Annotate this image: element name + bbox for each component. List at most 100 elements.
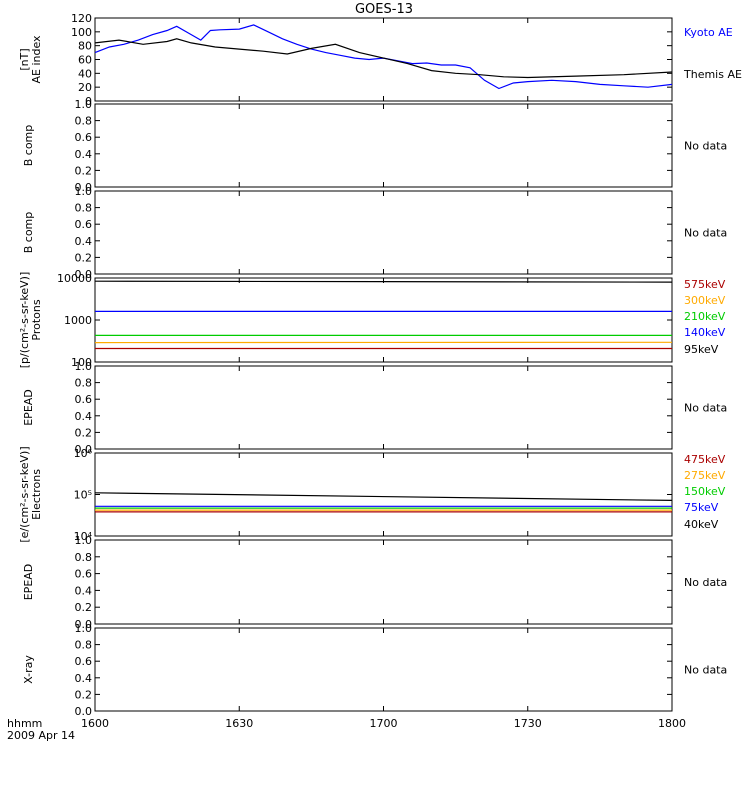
- x-tick-label: 1630: [225, 717, 253, 730]
- y-tick-label: 80: [78, 40, 92, 53]
- legend-entry: 150keV: [684, 485, 726, 498]
- x-tick-label: 1800: [658, 717, 686, 730]
- y-tick-label: 0.6: [75, 131, 93, 144]
- y-tick-label: 1000: [64, 314, 92, 327]
- series-line-themis-ae: [94, 38, 673, 79]
- y-tick-label: 0.8: [75, 639, 93, 652]
- y-tick-label: 0.2: [75, 251, 93, 264]
- y-tick-label: 1.0: [75, 185, 93, 198]
- y-tick-label: 0.2: [75, 164, 93, 177]
- y-tick-label: 0: [85, 95, 92, 108]
- y-axis-label: Electrons: [30, 469, 43, 520]
- y-tick-label: 0.4: [75, 235, 93, 248]
- y-tick-label: 1.0: [75, 622, 93, 635]
- panel-frame: [94, 190, 673, 275]
- y-tick-label: 0.6: [75, 568, 93, 581]
- y-tick-label: 10⁴: [74, 530, 93, 543]
- legend-entry: 95keV: [684, 343, 719, 356]
- y-tick-label: 0.0: [75, 705, 93, 718]
- y-tick-label: 40: [78, 67, 92, 80]
- x-axis-label-unit: hhmm: [7, 717, 42, 730]
- no-data-label: No data: [684, 140, 727, 153]
- panel-epead2: EPEAD 0.0 0.2 0.4 0.6 0.8 1.0 No data: [22, 534, 727, 631]
- y-tick-label: 0.6: [75, 218, 93, 231]
- time-axis: 1600 1630 1700 1730 1800: [81, 18, 686, 730]
- panel-frame: [94, 627, 673, 712]
- no-data-label: No data: [684, 402, 727, 415]
- y-tick-label: 0.4: [75, 148, 93, 161]
- y-tick-label: 10⁶: [74, 447, 93, 460]
- y-tick-label: 0.0: [75, 443, 93, 456]
- y-tick-label: 0.8: [75, 551, 93, 564]
- no-data-label: No data: [684, 664, 727, 677]
- y-tick-label: 0.0: [75, 618, 93, 631]
- y-axis-label: [e/(cm²-s-sr-keV)]: [18, 446, 31, 542]
- y-axis-label: Protons: [30, 299, 43, 340]
- y-tick-label: 0.6: [75, 655, 93, 668]
- panel-bcomp1: B comp 0.0 0.2 0.4 0.6 0.8 1.0 No data: [22, 98, 727, 194]
- y-tick-label: 0.6: [75, 393, 93, 406]
- y-axis-label: EPEAD: [22, 564, 35, 601]
- panel-xray: X-ray 0.0 0.2 0.4 0.6 0.8 1.0 No data: [22, 622, 727, 718]
- panel-frame: [94, 17, 673, 102]
- y-tick-label: 100: [71, 26, 92, 39]
- panel-epead1: EPEAD 0.0 0.2 0.4 0.6 0.8 1.0 No data: [22, 360, 727, 456]
- y-tick-label: 0.4: [75, 410, 93, 423]
- legend-entry: 40keV: [684, 518, 719, 531]
- y-tick-label: 10000: [57, 272, 92, 285]
- x-tick-label: 1600: [81, 717, 109, 730]
- y-axis-label: [nT]: [18, 48, 31, 70]
- panel-protons: Protons[p/(cm²-s-sr-keV)] 100 1000 10000 575…: [18, 272, 726, 369]
- legend-entry: 475keV: [684, 453, 726, 466]
- y-axis-label: B comp: [22, 212, 35, 254]
- y-tick-label: 0.8: [75, 115, 93, 128]
- no-data-label: No data: [684, 576, 727, 589]
- y-tick-label: 0.4: [75, 584, 93, 597]
- x-tick-label: 1700: [370, 717, 398, 730]
- y-tick-label: 1.0: [75, 534, 93, 547]
- x-tick-label: 1730: [514, 717, 542, 730]
- legend-entry: Kyoto AE: [684, 26, 733, 39]
- y-tick-label: 100: [71, 356, 92, 369]
- y-tick-label: 0.8: [75, 202, 93, 215]
- y-tick-label: 120: [71, 12, 92, 25]
- series-line-40kev: [94, 492, 673, 501]
- y-tick-label: 0.0: [75, 268, 93, 281]
- panel-frame: [94, 365, 673, 450]
- y-tick-label: 0.2: [75, 426, 93, 439]
- panel-frame: [94, 277, 673, 363]
- y-tick-label: 0.8: [75, 377, 93, 390]
- panel-electrons: Electrons[e/(cm²-s-sr-keV)] 10⁴ 10⁵ 10⁶ 475k…: [18, 446, 726, 543]
- no-data-label: No data: [684, 227, 727, 240]
- legend-entry: 210keV: [684, 310, 726, 323]
- legend-entry: 140keV: [684, 326, 726, 339]
- y-tick-label: 0.2: [75, 688, 93, 701]
- panel-frame: [94, 103, 673, 188]
- legend-entry: 75keV: [684, 501, 719, 514]
- y-tick-label: 10⁵: [74, 489, 92, 502]
- y-tick-label: 20: [78, 81, 92, 94]
- y-axis-label: EPEAD: [22, 389, 35, 426]
- y-tick-label: 60: [78, 54, 92, 67]
- panel-bcomp2: B comp 0.0 0.2 0.4 0.6 0.8 1.0 No data: [22, 185, 727, 281]
- plot-title: GOES-13: [355, 2, 413, 17]
- y-tick-label: 0.2: [75, 601, 93, 614]
- panel-frame: [94, 539, 673, 625]
- y-tick-label: 1.0: [75, 360, 93, 373]
- legend-entry: 300keV: [684, 294, 726, 307]
- y-axis-label: [p/(cm²-s-sr-keV)]: [18, 272, 31, 369]
- y-tick-label: 1.0: [75, 98, 93, 111]
- legend-entry: 575keV: [684, 278, 726, 291]
- y-tick-label: 0.4: [75, 672, 93, 685]
- y-axis-label: B comp: [22, 125, 35, 167]
- x-axis-label-date: 2009 Apr 14: [7, 729, 75, 742]
- y-axis-label: X-ray: [22, 655, 35, 684]
- y-axis-label: AE index: [30, 35, 43, 84]
- y-tick-label: 0.0: [75, 181, 93, 194]
- legend-entry: Themis AE: [683, 68, 742, 81]
- legend-entry: 275keV: [684, 469, 726, 482]
- series-line-kyoto-ae: [94, 24, 673, 90]
